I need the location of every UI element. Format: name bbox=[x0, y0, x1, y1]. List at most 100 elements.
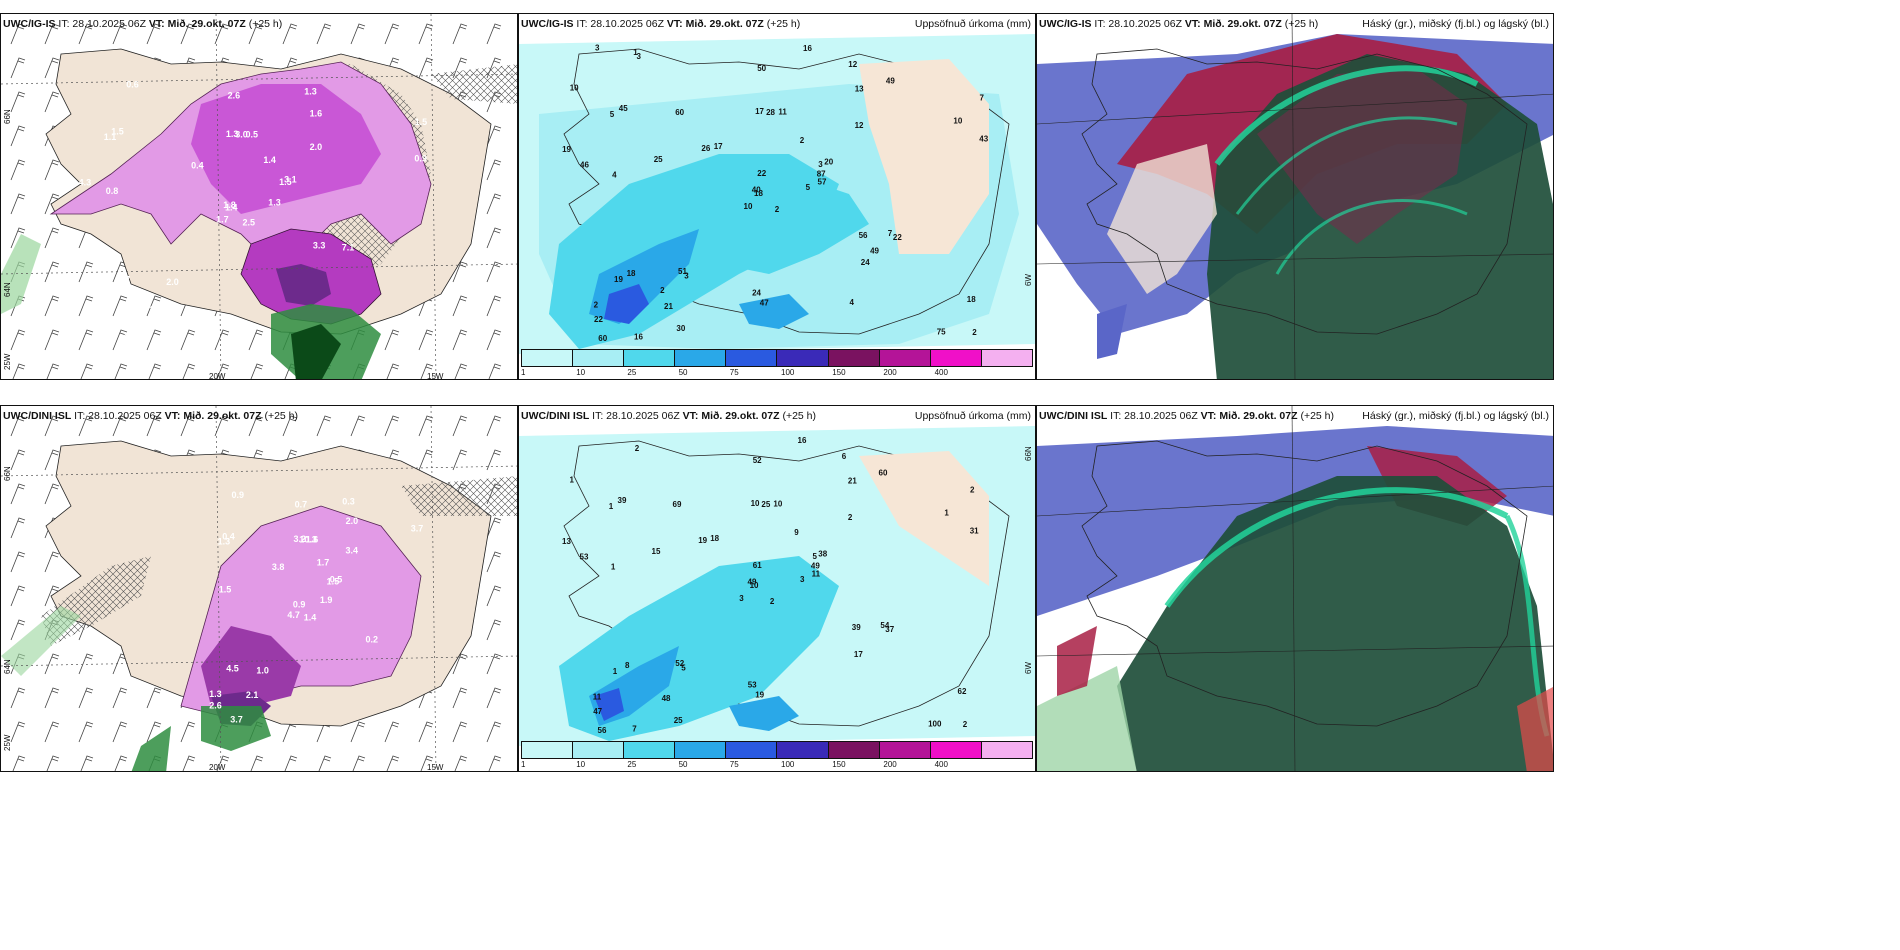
value-label: 1.3 bbox=[304, 87, 317, 97]
value-label: 1.9 bbox=[320, 595, 333, 605]
legend-swatch bbox=[777, 742, 829, 758]
value-label: 3 bbox=[684, 271, 689, 280]
value-label: 17 bbox=[854, 650, 863, 659]
value-label: 3.4 bbox=[346, 545, 359, 555]
value-label: 18 bbox=[627, 269, 636, 278]
value-label: 7 bbox=[632, 725, 637, 734]
value-label: 1 bbox=[609, 502, 614, 511]
value-label: 37 bbox=[885, 625, 894, 634]
value-label: 19 bbox=[614, 275, 623, 284]
legend-swatch bbox=[981, 350, 1032, 366]
value-label: 1 bbox=[633, 48, 638, 57]
value-label: 3 bbox=[818, 160, 823, 169]
lon-label-20w: 20W bbox=[209, 372, 226, 380]
value-label: 0.6 bbox=[126, 80, 139, 90]
value-label: 53 bbox=[748, 681, 757, 690]
value-label: 13 bbox=[855, 84, 864, 93]
value-label: 2.7 bbox=[118, 275, 131, 285]
panel-clouds-igis[interactable]: UWC/IG-IS IT: 28.10.2025 06Z VT: Mið. 29… bbox=[1036, 13, 1554, 380]
value-label: 1.6 bbox=[306, 534, 319, 544]
value-label: 5 bbox=[610, 110, 615, 119]
legend-swatch bbox=[981, 742, 1032, 758]
lon-label-15w: 15W bbox=[427, 763, 444, 772]
value-label: 2 bbox=[770, 597, 775, 606]
value-label: 10.3 bbox=[299, 535, 317, 545]
panel-wind-precip-igis[interactable]: UWC/IG-IS IT: 28.10.2025 06Z VT: Mið. 29… bbox=[0, 13, 518, 380]
value-label: 2.6 bbox=[209, 700, 222, 710]
value-label: 0.9 bbox=[293, 600, 306, 610]
wind-precip-map: 1.4 1.3 0.9 1.3 1.5 1.0 0.3 1.6 2.0 1.9 0.9 2.3 1.5 3… bbox=[1, 406, 517, 771]
value-label: 4 bbox=[850, 298, 855, 307]
legend-tick-label: 400 bbox=[934, 368, 948, 377]
panel-accum-precip-dini[interactable]: UWC/DINI ISL IT: 28.10.2025 06Z VT: Mið.… bbox=[518, 405, 1036, 772]
value-label: 0.3 bbox=[342, 496, 355, 506]
value-label: 3.8 bbox=[272, 562, 285, 572]
value-label: 1.2 bbox=[149, 305, 162, 315]
value-label: 47 bbox=[760, 299, 769, 308]
value-label: 30 bbox=[676, 324, 685, 333]
legend-tick-label: 150 bbox=[832, 760, 846, 769]
value-label: 0.8 bbox=[106, 186, 119, 196]
value-label: 19 bbox=[755, 691, 764, 700]
value-label: 3.1 bbox=[284, 175, 297, 185]
value-label: 4.3 bbox=[79, 177, 92, 187]
panel-clouds-dini[interactable]: UWC/DINI ISL IT: 28.10.2025 06Z VT: Mið.… bbox=[1036, 405, 1554, 772]
legend-swatch bbox=[726, 350, 778, 366]
value-label: 62 bbox=[958, 687, 967, 696]
value-label: 2 bbox=[775, 205, 780, 214]
precip-legend: 1 10 25 50 75 100 150 200 400 bbox=[521, 741, 1033, 769]
value-label: 24 bbox=[752, 289, 761, 298]
legend-colorbar bbox=[521, 349, 1033, 367]
legend-tick-label: 75 bbox=[729, 760, 739, 769]
value-label: 2.2 bbox=[91, 316, 104, 326]
value-label: 28 bbox=[766, 108, 775, 117]
legend-tick-label: 75 bbox=[729, 368, 739, 377]
value-label: 54 bbox=[880, 621, 889, 630]
value-label: 49 bbox=[870, 246, 879, 255]
value-label: 1.0 bbox=[409, 328, 422, 338]
panel-title: UWC/DINI ISL IT: 28.10.2025 06Z VT: Mið.… bbox=[1039, 410, 1335, 422]
legend-tick-label: 10 bbox=[576, 368, 586, 377]
value-label: 10 bbox=[570, 83, 579, 92]
panel-subtitle: Háský (gr.), miðský (fj.bl.) og lágský (… bbox=[1362, 410, 1549, 422]
value-label: 4 bbox=[612, 170, 617, 179]
value-label: 7.1 bbox=[342, 242, 355, 252]
lat-label-25w: 25W bbox=[3, 353, 12, 370]
value-label: 0.4 bbox=[191, 161, 204, 171]
value-label: 11 bbox=[778, 108, 787, 117]
iceland-land bbox=[1081, 48, 1528, 335]
value-label: 19 bbox=[562, 145, 571, 154]
value-label: 38 bbox=[818, 550, 827, 559]
value-label: 22 bbox=[594, 315, 603, 324]
value-label: 56 bbox=[598, 726, 607, 735]
legend-tick-label: 10 bbox=[576, 760, 586, 769]
value-label: 3.7 bbox=[411, 523, 424, 533]
value-label: 2 bbox=[972, 328, 977, 337]
legend-tick-label: 100 bbox=[781, 368, 795, 377]
panel-wind-precip-dini[interactable]: UWC/DINI ISL IT: 28.10.2025 06Z VT: Mið.… bbox=[0, 405, 518, 772]
legend-tick-label: 200 bbox=[883, 368, 897, 377]
value-label: 52 bbox=[753, 456, 762, 465]
value-label: 52 bbox=[675, 659, 684, 668]
value-label: 2.0 bbox=[310, 142, 323, 152]
panel-subtitle: Uppsöfnuð úrkoma (mm) bbox=[914, 410, 1031, 422]
value-label: 1.5 bbox=[327, 577, 340, 587]
iceland-land bbox=[1081, 440, 1528, 727]
value-label: 1.5 bbox=[111, 126, 124, 136]
value-label: 1.7 bbox=[317, 557, 330, 567]
value-label: 0.4 bbox=[222, 532, 235, 542]
legend-swatch bbox=[828, 742, 880, 758]
value-label: 6 bbox=[842, 452, 847, 461]
legend-swatch bbox=[624, 742, 676, 758]
value-label: 2 bbox=[970, 486, 975, 495]
lat-label-25w: 25W bbox=[3, 734, 12, 751]
panel-accum-precip-igis[interactable]: UWC/IG-IS IT: 28.10.2025 06Z VT: Mið. 29… bbox=[518, 13, 1036, 380]
value-label: 57 bbox=[818, 178, 827, 187]
value-label: 25 bbox=[761, 500, 770, 509]
legend-swatch bbox=[777, 350, 829, 366]
legend-ticks: 1 10 25 50 75 100 150 200 400 bbox=[521, 367, 1033, 378]
iceland-land bbox=[563, 440, 1010, 727]
value-label: 1.5 bbox=[219, 585, 232, 595]
lat-label-66n: 66N bbox=[1024, 446, 1033, 461]
value-label: 2.3 bbox=[407, 711, 420, 721]
